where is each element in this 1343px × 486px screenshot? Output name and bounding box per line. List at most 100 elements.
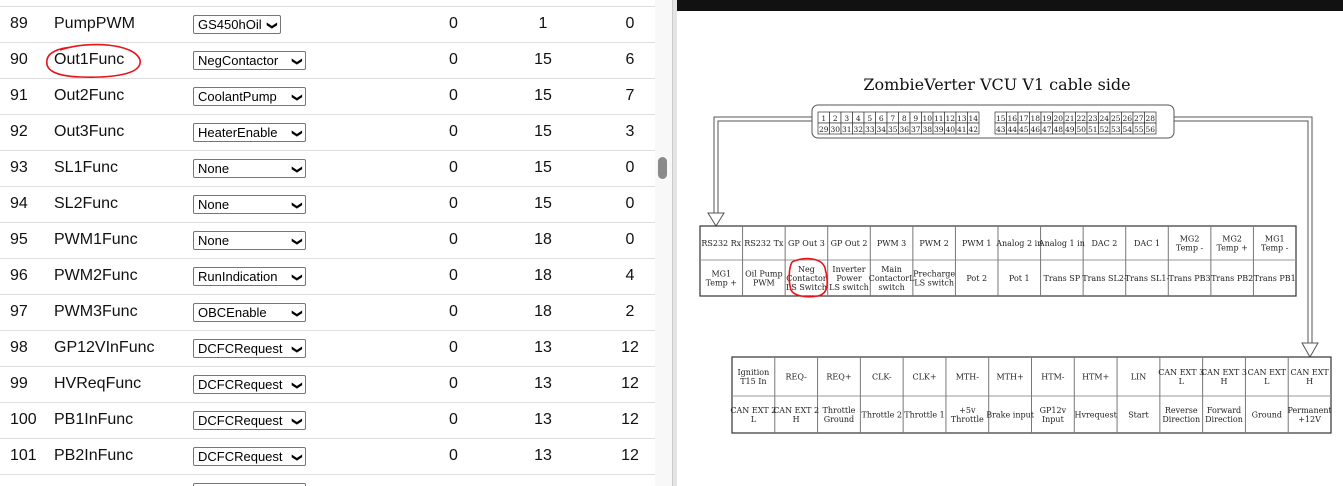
param-value-select[interactable]: None ❮ xyxy=(193,195,306,214)
pin-number: 23 xyxy=(1088,114,1098,123)
pin-function-label: Pot 2 xyxy=(966,274,987,283)
param-min: 0 xyxy=(449,15,458,32)
param-value-select[interactable]: DCFCRequest ❮ xyxy=(193,447,306,466)
param-default: 2 xyxy=(625,303,635,320)
pin-function-label: PWM 1 xyxy=(962,239,991,248)
pin-number: 8 xyxy=(902,114,907,123)
pin-function-label: MTH- xyxy=(956,373,980,382)
pin-number: 15 xyxy=(996,114,1006,123)
pin-function-label: CLK+ xyxy=(912,373,936,382)
pin-number: 39 xyxy=(934,125,944,134)
param-value-select[interactable]: DCFCRequest ❮ xyxy=(193,339,306,358)
chevron-down-icon: ❮ xyxy=(291,129,303,138)
param-name: Out3Func xyxy=(54,123,125,140)
param-row: 97 PWM3Func OBCEnable ❮ 0 18 2 xyxy=(0,294,655,330)
pin-number: 14 xyxy=(968,114,978,123)
param-max: 15 xyxy=(534,159,552,176)
selected-option: HeaterEnable xyxy=(198,125,278,140)
param-min: 0 xyxy=(449,231,458,248)
arrow-left xyxy=(707,116,812,227)
param-value-select[interactable]: DCFCRequest ❮ xyxy=(193,411,306,430)
chevron-down-icon: ❮ xyxy=(266,21,278,30)
param-value-select[interactable]: CoolantPump ❮ xyxy=(193,87,306,106)
parameter-table: 89 PumpPWM GS450hOil ❮ 0 1 0 90 Out1Func N… xyxy=(0,0,655,486)
param-max: 15 xyxy=(534,51,552,68)
param-max: 18 xyxy=(534,231,552,248)
pin-function-label: Trans PB1 xyxy=(1254,274,1296,283)
scrollbar-track[interactable] xyxy=(655,0,672,486)
param-number: 91 xyxy=(10,87,28,104)
param-min: 0 xyxy=(449,123,458,140)
param-number: 92 xyxy=(10,123,28,140)
param-number: 93 xyxy=(10,159,28,176)
param-value-select[interactable]: None ❮ xyxy=(193,231,306,250)
pin-number: 25 xyxy=(1111,114,1121,123)
diagram-title: ZombieVerter VCU V1 cable side xyxy=(863,75,1130,94)
pin-number: 43 xyxy=(996,125,1006,134)
pin-function-label: Trans SP xyxy=(1044,274,1081,283)
pin-number: 52 xyxy=(1099,125,1109,134)
pin-number: 41 xyxy=(957,125,967,134)
param-value-select[interactable]: RunIndication ❮ xyxy=(193,267,306,286)
pin-number: 5 xyxy=(867,114,872,123)
param-value-select[interactable]: HeaterEnable ❮ xyxy=(193,123,306,142)
pin-number: 11 xyxy=(934,114,944,123)
param-min: 0 xyxy=(449,267,458,284)
param-row: 100 PB1InFunc DCFCRequest ❮ 0 13 12 xyxy=(0,402,655,438)
arrow-right xyxy=(1174,116,1319,359)
pin-number: 10 xyxy=(922,114,932,123)
selected-option: DCFCRequest xyxy=(198,341,283,356)
pin-number: 45 xyxy=(1019,125,1029,134)
scrollbar-thumb[interactable] xyxy=(658,157,667,179)
pin-number: 40 xyxy=(945,125,955,134)
param-value-select[interactable]: OBCEnable ❮ xyxy=(193,303,306,322)
param-max: 18 xyxy=(534,303,552,320)
pin-number: 17 xyxy=(1019,114,1029,123)
pin-number: 36 xyxy=(899,125,909,134)
pin-function-label: RS232 Tx xyxy=(744,239,784,248)
param-default: 0 xyxy=(625,195,635,212)
pin-function-label: Ground xyxy=(1252,411,1282,420)
param-value-select[interactable]: NegContactor ❮ xyxy=(193,51,306,70)
param-value-select[interactable] xyxy=(193,483,306,486)
pin-function-label: Trans PB3 xyxy=(1169,274,1211,283)
param-min: 0 xyxy=(449,447,458,464)
param-number: 100 xyxy=(10,411,37,428)
chevron-down-icon: ❮ xyxy=(291,309,303,318)
selected-option: DCFCRequest xyxy=(198,413,283,428)
selected-option: RunIndication xyxy=(198,269,278,284)
param-default: 7 xyxy=(625,87,635,104)
pin-function-label: Trans PB2 xyxy=(1211,274,1253,283)
pin-number: 7 xyxy=(890,114,895,123)
param-value-select[interactable]: None ❮ xyxy=(193,159,306,178)
pin-number: 20 xyxy=(1053,114,1063,123)
pin-number: 18 xyxy=(1030,114,1040,123)
param-min: 0 xyxy=(449,51,458,68)
param-row: 91 Out2Func CoolantPump ❮ 0 15 7 xyxy=(0,78,655,114)
pin-number: 26 xyxy=(1122,114,1132,123)
pin-number: 13 xyxy=(957,114,967,123)
pin-number: 16 xyxy=(1007,114,1017,123)
pin-number: 50 xyxy=(1076,125,1086,134)
pin-number: 2 xyxy=(833,114,838,123)
param-default: 12 xyxy=(621,447,639,464)
selected-option: OBCEnable xyxy=(198,305,267,320)
pin-number: 56 xyxy=(1145,125,1155,134)
pin-cell xyxy=(967,122,980,135)
selected-option: DCFCRequest xyxy=(198,377,283,392)
param-value-select[interactable]: DCFCRequest ❮ xyxy=(193,375,306,394)
pin-number: 46 xyxy=(1030,125,1040,134)
pin-number: 51 xyxy=(1088,125,1098,134)
param-max: 13 xyxy=(534,411,552,428)
param-default: 4 xyxy=(625,267,635,284)
chevron-down-icon: ❮ xyxy=(291,237,303,246)
pin-function-label: Throttle 2 xyxy=(862,411,902,420)
pin-function-label: PWM 3 xyxy=(877,239,906,248)
chevron-down-icon: ❮ xyxy=(291,165,303,174)
pin-function-label: Oil Pump PWM xyxy=(745,270,782,288)
param-default: 3 xyxy=(625,123,635,140)
param-value-select[interactable]: GS450hOil ❮ xyxy=(193,15,281,34)
pane-divider[interactable] xyxy=(672,0,677,486)
